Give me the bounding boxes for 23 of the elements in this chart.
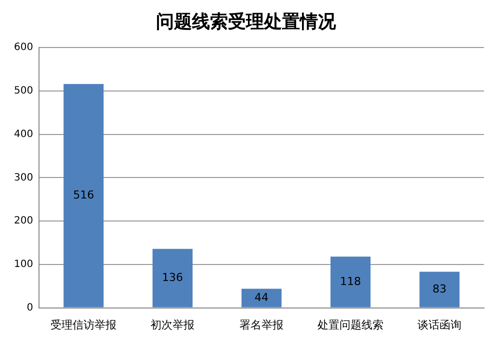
y-tick-label: 200 [14, 216, 34, 227]
data-label: 136 [162, 270, 184, 284]
y-tick-label: 600 [14, 42, 34, 54]
y-tick-label: 100 [14, 259, 34, 270]
chart-title: 问题线索受理处置情况 [156, 11, 337, 32]
x-tick-label: 署名举报 [240, 318, 284, 332]
data-label: 44 [254, 290, 269, 304]
data-label: 83 [432, 282, 447, 296]
y-tick-label: 400 [14, 128, 34, 140]
x-tick-label: 受理信访举报 [50, 318, 117, 332]
bar [330, 256, 371, 308]
x-tick-label: 初次举报 [150, 318, 195, 332]
x-tick-label: 谈话函询 [418, 318, 462, 332]
data-label: 118 [340, 274, 362, 288]
y-tick-label: 0 [26, 302, 34, 314]
bar [242, 288, 282, 308]
y-tick-label: 300 [14, 172, 34, 184]
x-tick-label: 处置问题线索 [318, 318, 384, 332]
bar [419, 272, 460, 308]
y-tick-label: 500 [14, 86, 34, 97]
bar [64, 84, 104, 308]
bar [152, 248, 193, 308]
data-label: 516 [73, 188, 94, 202]
